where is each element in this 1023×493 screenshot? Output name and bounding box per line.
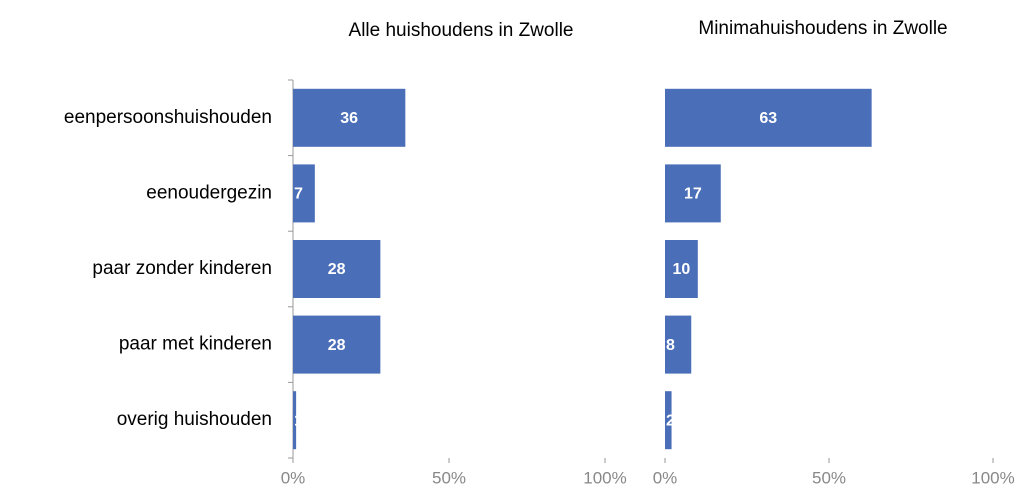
data-label: 7 [294,186,303,203]
y-tick-label: paar met kinderen [119,334,272,355]
chart-title: Alle huishoudens in Zwolle [349,20,574,41]
x-tick-label: 0% [653,468,678,487]
data-label: 10 [673,261,691,278]
data-label: 28 [328,337,346,354]
bar [293,391,297,450]
x-tick-label: 100% [583,468,626,487]
x-tick-label: 100% [971,468,1014,487]
bar [665,391,672,450]
data-label: 28 [328,261,346,278]
bar [293,88,406,147]
y-tick-label: paar zonder kinderen [92,258,272,279]
data-label: 63 [759,110,777,127]
chart-title: Minimahuishoudens in Zwolle [698,18,947,39]
bar [665,164,721,223]
data-label: 8 [666,337,675,354]
y-tick-label: overig huishouden [117,409,272,430]
bar [293,164,315,223]
x-tick-label: 50% [812,468,846,487]
bar [665,240,698,298]
bar [293,240,381,298]
bar [665,88,872,147]
data-label: 1 [294,412,303,429]
bar [665,315,692,374]
data-label: 2 [666,412,675,429]
data-label: 36 [340,110,358,127]
data-label: 17 [684,186,702,203]
x-tick-label: 50% [432,468,466,487]
y-tick-label: eenoudergezin [146,182,272,203]
y-tick-label: eenpersoonshuishouden [64,107,272,128]
bar [293,315,381,374]
x-tick-label: 0% [281,468,306,487]
